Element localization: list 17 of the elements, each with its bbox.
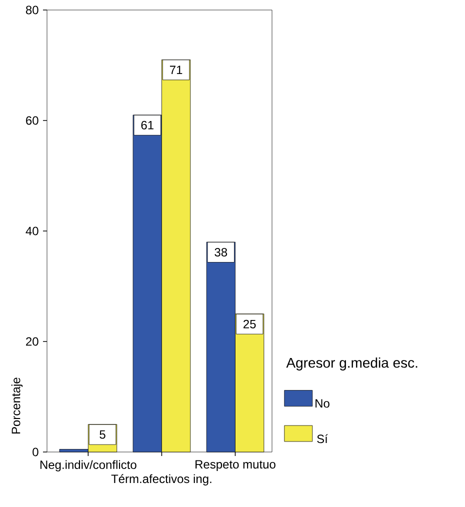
y-tick-label: 40 — [26, 226, 38, 236]
y-tick-label: 60 — [26, 116, 38, 125]
y-axis-title: Porcentaje — [11, 378, 23, 434]
data-label: 71 — [170, 66, 182, 74]
x-tick-label: Respeto mutuo — [196, 460, 276, 471]
legend-label: No — [316, 399, 330, 408]
y-tick-label: 20 — [26, 337, 38, 346]
data-label: 38 — [214, 248, 228, 257]
data-label: 5 — [100, 430, 106, 439]
data-label: 61 — [141, 120, 154, 130]
y-tick-label: 0 — [32, 448, 38, 456]
x-tick-label: Térm.afectivos ing. — [111, 474, 212, 486]
legend-label: Sí — [317, 434, 328, 444]
legend-title: Agresor g.media esc. — [286, 357, 418, 371]
x-tick-label: Neg.indiv/conflicto — [40, 460, 136, 472]
data-label: 25 — [244, 320, 256, 328]
y-tick-label: 80 — [26, 6, 38, 14]
